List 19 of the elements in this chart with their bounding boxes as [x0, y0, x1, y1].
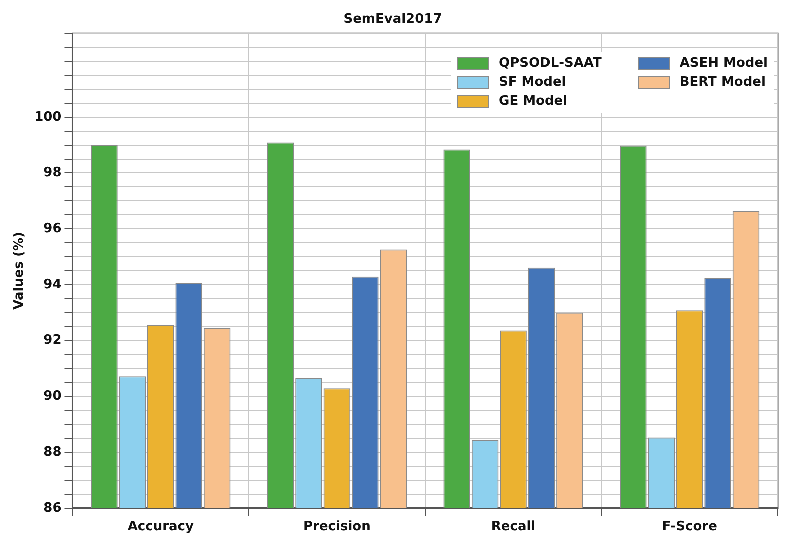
y-axis-title: Values (%) — [12, 232, 28, 310]
x-tick-label: F-Score — [662, 520, 718, 535]
legend-label: SF Model — [499, 75, 566, 90]
y-tick-label: 94 — [44, 277, 62, 292]
y-tick-label: 92 — [44, 333, 62, 348]
y-tick-label: 98 — [44, 166, 62, 181]
y-tick-label: 96 — [44, 221, 62, 236]
x-tick-label: Accuracy — [128, 520, 194, 535]
legend-label: ASEH Model — [680, 56, 768, 71]
y-tick-label: 86 — [44, 500, 62, 516]
legend-label: BERT Model — [680, 75, 766, 90]
legend-label: QPSODL-SAAT — [499, 56, 602, 71]
x-tick-label: Precision — [304, 520, 371, 535]
y-tick-label: 88 — [44, 444, 62, 460]
legend-label: GE Model — [499, 94, 568, 109]
chart-title: SemEval2017 — [344, 12, 442, 28]
x-tick-label: Recall — [491, 520, 536, 535]
y-tick-label: 90 — [44, 389, 62, 404]
y-tick-label: 100 — [34, 110, 62, 125]
